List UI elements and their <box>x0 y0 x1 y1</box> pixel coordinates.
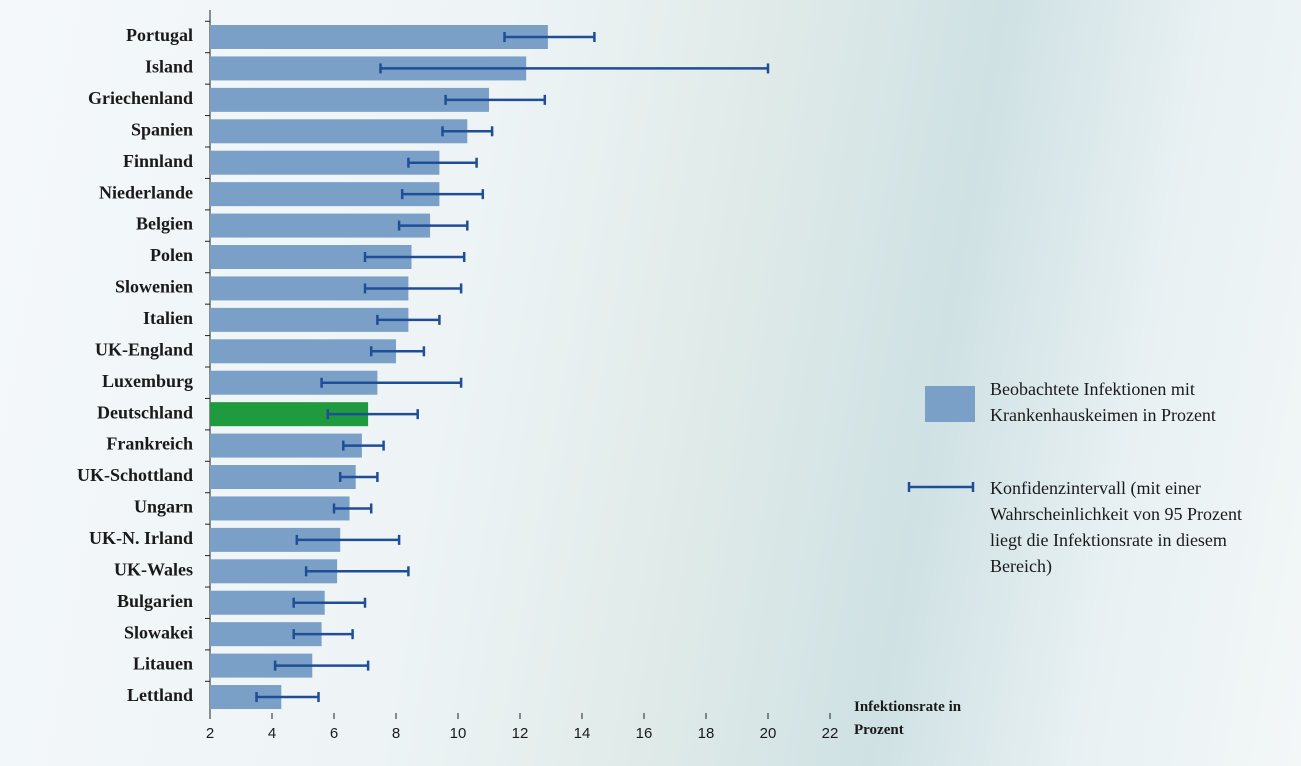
legend-label: Konfidenzintervall (mit einer Wahrschein… <box>990 475 1260 579</box>
x-tick-label: 10 <box>450 725 467 742</box>
category-label: Frankreich <box>106 434 193 454</box>
bar <box>210 339 396 363</box>
bar <box>210 25 548 49</box>
category-label: Deutschland <box>97 402 193 422</box>
x-tick-label: 20 <box>760 725 777 742</box>
bar <box>210 119 467 143</box>
category-label: Bulgarien <box>117 591 193 611</box>
x-tick-label: 16 <box>636 725 653 742</box>
page: 2 4 6 8 10 12 14 16 18 20 22 Portugal Island Griechen… <box>0 0 1301 766</box>
category-label: UK-England <box>95 339 193 359</box>
x-axis-label: Infektionsrate in Prozent <box>854 696 984 742</box>
legend-label: Beobachtete Infektionen mit Krankenhausk… <box>990 376 1280 428</box>
category-label: Lettland <box>127 685 193 705</box>
x-tick-label: 4 <box>268 725 276 742</box>
category-label: Polen <box>150 245 193 265</box>
category-label: Luxemburg <box>102 371 193 391</box>
bar <box>210 496 350 520</box>
category-label: Portugal <box>126 25 193 45</box>
x-tick-label: 8 <box>392 725 400 742</box>
x-tick-label: 2 <box>206 725 214 742</box>
x-tick-label: 6 <box>330 725 338 742</box>
bar <box>210 214 430 238</box>
legend-swatch <box>925 386 975 422</box>
bar <box>210 465 356 489</box>
category-label: Litauen <box>133 654 193 674</box>
category-label: UK-Schottland <box>77 465 193 485</box>
bar <box>210 434 362 458</box>
category-label: Griechenland <box>88 88 193 108</box>
category-label: Slowakei <box>124 622 193 642</box>
bar <box>210 151 439 175</box>
x-tick-label: 18 <box>698 725 715 742</box>
category-label: Belgien <box>136 214 193 234</box>
category-label: Niederlande <box>99 182 193 202</box>
category-label: UK-Wales <box>114 559 193 579</box>
x-tick-label: 14 <box>574 725 591 742</box>
x-tick-label: 22 <box>822 725 839 742</box>
category-label: Italien <box>143 308 193 328</box>
category-label: Island <box>145 57 193 77</box>
category-label: Finnland <box>123 151 193 171</box>
category-label: Spanien <box>131 119 193 139</box>
x-tick-label: 12 <box>512 725 529 742</box>
category-label: Ungarn <box>134 497 193 517</box>
category-label: Slowenien <box>115 277 193 297</box>
category-label: UK-N. Irland <box>89 528 193 548</box>
